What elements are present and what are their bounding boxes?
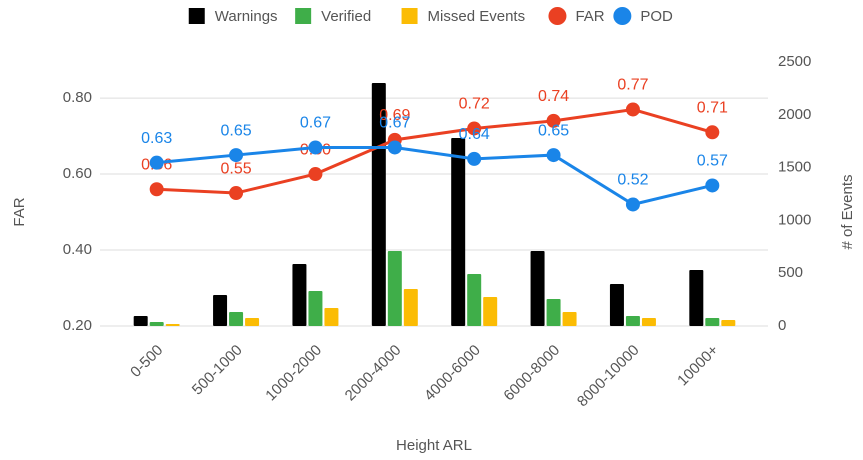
value-label: 0.65 xyxy=(538,122,569,139)
bar xyxy=(483,296,498,326)
legend-swatch xyxy=(401,8,418,24)
line-point xyxy=(308,167,323,182)
x-tick-label: 2000-4000 xyxy=(342,342,405,405)
line-point xyxy=(387,140,402,155)
value-label: 0.67 xyxy=(379,115,410,132)
bar xyxy=(133,315,148,326)
bar xyxy=(324,308,339,326)
line-point xyxy=(546,148,561,163)
line-point xyxy=(625,197,640,212)
value-label: 0.71 xyxy=(697,99,728,116)
bar xyxy=(705,317,720,326)
bar xyxy=(245,317,260,326)
value-label: 0.63 xyxy=(141,130,172,147)
bar xyxy=(689,270,704,326)
value-label: 0.72 xyxy=(459,96,490,113)
y2-axis-title: # of Events xyxy=(839,174,856,249)
y-tick-label: 0.80 xyxy=(63,89,92,106)
line xyxy=(156,145,713,207)
bar xyxy=(387,251,402,326)
y2-tick-label: 500 xyxy=(778,264,803,281)
x-axis-title: Height ARL xyxy=(396,437,472,454)
y2-tick-label: 2500 xyxy=(778,53,811,70)
legend-label: Verified xyxy=(321,8,371,25)
legend-label: Warnings xyxy=(215,8,278,25)
bar xyxy=(721,319,736,326)
bar xyxy=(229,311,244,326)
bar xyxy=(213,294,228,326)
line-point xyxy=(546,113,561,128)
x-tick-label: 4000-6000 xyxy=(421,342,484,405)
line-point xyxy=(229,148,244,163)
y2-tick-label: 2000 xyxy=(778,106,811,123)
y2-tick-label: 1500 xyxy=(778,159,811,176)
x-tick-label: 1000-2000 xyxy=(262,342,325,405)
line-point xyxy=(308,140,323,155)
line-point xyxy=(229,186,244,201)
bar xyxy=(546,298,561,326)
bar xyxy=(625,315,640,326)
value-label: 0.57 xyxy=(697,153,728,170)
x-tick-label: 500-1000 xyxy=(189,342,246,399)
value-label: 0.67 xyxy=(300,115,331,132)
line xyxy=(156,107,713,195)
line-point xyxy=(149,155,164,170)
x-tick-label: 6000-8000 xyxy=(500,342,563,405)
bar xyxy=(308,291,323,326)
value-label: 0.52 xyxy=(617,172,648,189)
line-point xyxy=(705,178,720,193)
line-point xyxy=(149,182,164,197)
y2-tick-label: 1000 xyxy=(778,211,811,228)
line-point xyxy=(467,151,482,166)
bar xyxy=(641,317,656,326)
line-point xyxy=(467,121,482,136)
legend-swatch xyxy=(613,7,632,25)
bar xyxy=(165,323,180,326)
y-tick-label: 0.60 xyxy=(63,165,92,182)
legend-label: POD xyxy=(640,8,673,25)
bar xyxy=(467,274,482,326)
value-label: 0.77 xyxy=(617,77,648,94)
value-label: 0.64 xyxy=(459,126,490,143)
bar xyxy=(149,321,164,326)
value-label: 0.69 xyxy=(379,107,410,124)
bar xyxy=(403,289,418,326)
x-tick-label: 0-500 xyxy=(127,342,166,381)
x-tick-label: 8000-10000 xyxy=(574,342,643,411)
line-point xyxy=(705,125,720,140)
y-tick-label: 0.20 xyxy=(63,317,92,334)
legend-label: FAR xyxy=(575,8,604,25)
legend-label: Missed Events xyxy=(428,8,526,25)
bar xyxy=(451,138,466,326)
y-tick-label: 0.40 xyxy=(63,241,92,258)
y-axis-title: FAR xyxy=(11,197,28,226)
line-point xyxy=(625,102,640,117)
bar xyxy=(609,283,624,326)
legend-swatch xyxy=(188,8,205,24)
value-label: 0.65 xyxy=(220,122,251,139)
value-label: 0.55 xyxy=(220,160,251,177)
x-tick-label: 10000+ xyxy=(674,341,722,389)
y2-tick-label: 0 xyxy=(778,317,786,334)
legend-swatch xyxy=(295,8,312,24)
legend-swatch xyxy=(548,7,567,25)
bar xyxy=(562,311,577,326)
value-label: 0.74 xyxy=(538,88,569,105)
bar xyxy=(292,264,307,326)
bar xyxy=(530,251,545,326)
